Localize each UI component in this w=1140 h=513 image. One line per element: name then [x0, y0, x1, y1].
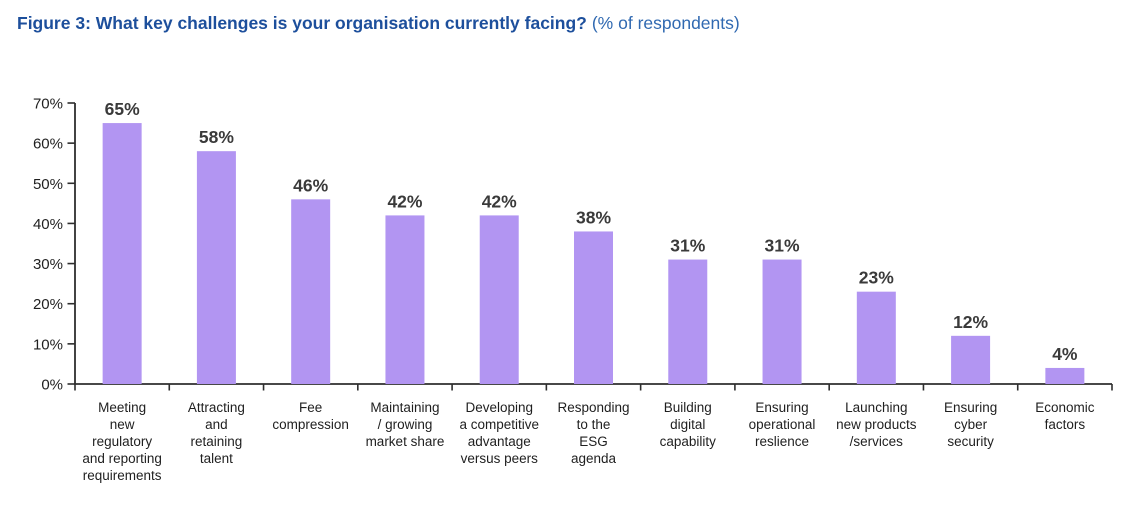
bar-value-label-7: 31% [765, 236, 800, 256]
bar-0 [102, 123, 142, 385]
category-label-10: Economic factors [1035, 400, 1095, 432]
category-label-9: Ensuring cyber security [944, 400, 997, 449]
bar-value-label-9: 12% [953, 312, 988, 332]
bar-value-label-0: 65% [105, 99, 140, 119]
y-axis-label: 50% [33, 176, 63, 193]
y-axis-label: 60% [33, 136, 63, 153]
category-label-8: Launching new products/services [836, 400, 917, 449]
figure-title-unit: (% of respondents) [591, 13, 740, 33]
bar-value-label-10: 4% [1052, 344, 1078, 364]
bar-value-label-5: 38% [576, 207, 611, 227]
category-label-4: Developing a competitive advantage versus p… [459, 400, 539, 466]
bar-1 [196, 151, 236, 384]
bar-4 [479, 215, 519, 384]
bar-5 [574, 231, 613, 384]
bar-10 [1045, 367, 1085, 384]
bar-2 [291, 199, 331, 384]
bar-value-label-1: 58% [199, 127, 234, 147]
bar-6 [668, 259, 708, 384]
bar-value-label-4: 42% [482, 191, 517, 211]
y-axis-label: 70% [33, 96, 63, 113]
y-axis-label: 20% [33, 296, 63, 313]
category-label-0: Meeting new regulatory and reporting require… [82, 400, 162, 483]
category-label-3: Maintaining / growing market share [366, 400, 445, 449]
bar-value-label-6: 31% [670, 236, 705, 256]
figure-title: Figure 3: What key challenges is your or… [17, 12, 740, 34]
bar-8 [856, 291, 896, 384]
bar-value-label-3: 42% [387, 191, 422, 211]
category-label-2: Fee compression [272, 400, 349, 432]
category-label-5: Responding to the ESG agenda [557, 400, 629, 466]
y-axis-label: 0% [41, 377, 63, 394]
category-label-6: Building digital capability [660, 400, 717, 449]
y-axis-label: 40% [33, 216, 63, 233]
bar-value-label-8: 23% [859, 268, 894, 288]
bar-3 [385, 215, 425, 384]
y-axis-label: 30% [33, 256, 63, 273]
bar-7 [762, 259, 802, 384]
y-axis-label: 10% [33, 336, 63, 353]
bar-value-label-2: 46% [293, 175, 328, 195]
category-label-1: Attracting and retaining talent [188, 400, 245, 466]
category-label-7: Ensuring operational reslience [749, 400, 816, 449]
figure-title-main: Figure 3: What key challenges is your or… [17, 13, 587, 33]
bar-9 [951, 335, 991, 384]
